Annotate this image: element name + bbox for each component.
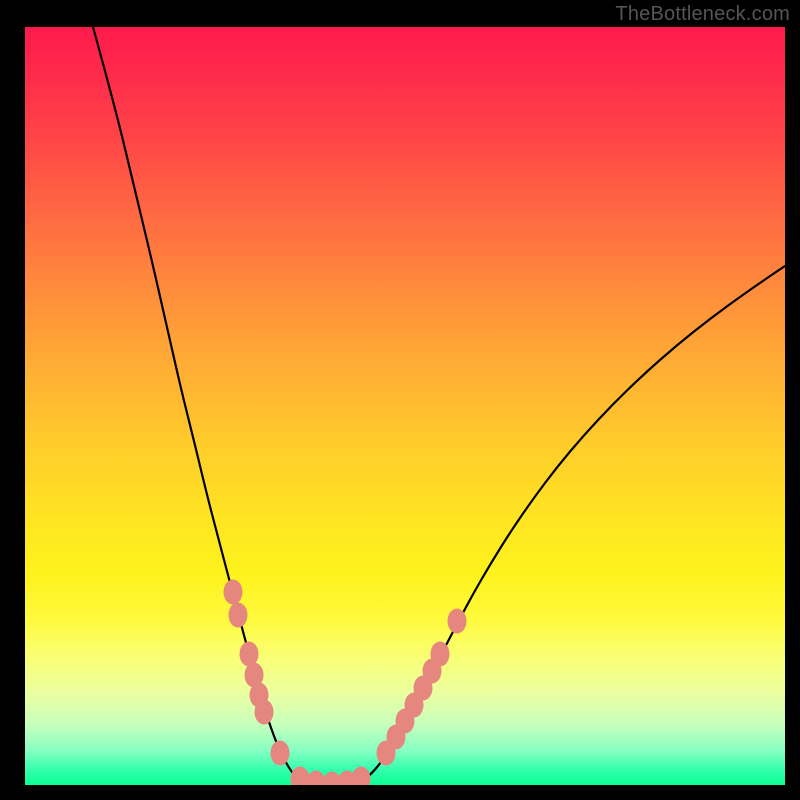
bead-marker xyxy=(448,609,467,634)
bead-marker xyxy=(229,603,248,628)
bead-marker xyxy=(271,741,290,766)
bead-marker xyxy=(224,580,243,605)
plot-svg xyxy=(25,27,785,785)
bead-marker xyxy=(255,700,274,725)
chart-frame: TheBottleneck.com xyxy=(0,0,800,800)
watermark-text: TheBottleneck.com xyxy=(615,3,790,26)
plot-area xyxy=(25,27,785,785)
gradient-background xyxy=(25,27,785,785)
bead-marker xyxy=(431,642,450,667)
